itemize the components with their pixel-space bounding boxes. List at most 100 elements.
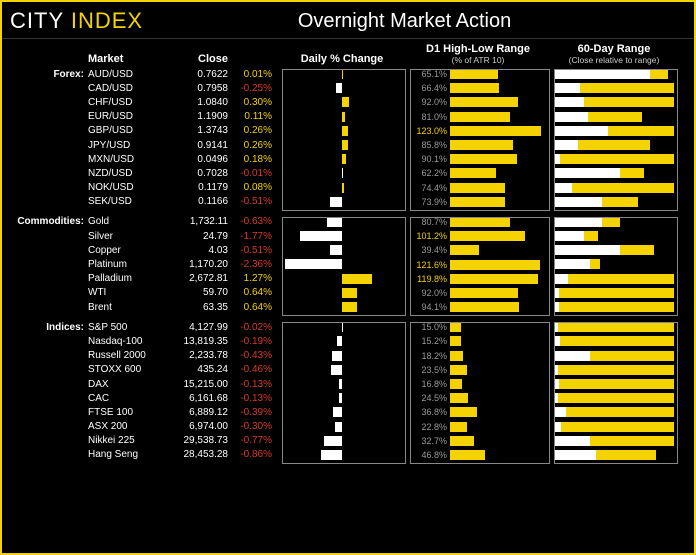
d1-bar [450, 379, 462, 389]
d1-bar-cell: 85.8% [406, 138, 550, 152]
close-value: 6,889.12 [166, 407, 228, 418]
daily-bar-cell [278, 229, 406, 243]
group-1: Commodities:Gold1,732.11-0.63%80.7%Silve… [8, 215, 688, 314]
category-label: Forex: [8, 69, 88, 80]
pct-change: -0.63% [228, 216, 278, 227]
d1-bar-cell: 90.1% [406, 152, 550, 166]
range60-high [590, 436, 674, 446]
daily-bar-cell [278, 195, 406, 209]
close-value: 0.7958 [166, 83, 228, 94]
range60-high [558, 365, 674, 375]
daily-bar-cell [278, 110, 406, 124]
daily-bar [342, 288, 357, 298]
close-value: 1.1909 [166, 111, 228, 122]
daily-bar [342, 126, 348, 136]
daily-bar-cell [278, 81, 406, 95]
range60-cell [550, 300, 678, 314]
table-row: Nikkei 22529,538.73-0.77%32.7% [8, 434, 688, 448]
range60-low [554, 231, 584, 241]
market-name: DAX [88, 379, 166, 390]
range60-low [554, 450, 596, 460]
close-value: 6,974.00 [166, 421, 228, 432]
range60-cell [550, 152, 678, 166]
d1-label: 123.0% [410, 126, 450, 136]
d1-bar-cell: 74.4% [406, 181, 550, 195]
daily-bar-cell [278, 300, 406, 314]
range60-low [554, 422, 561, 432]
range60-cell [550, 195, 678, 209]
market-name: Palladium [88, 273, 166, 284]
d1-label: 92.0% [410, 97, 450, 107]
d1-label: 24.5% [410, 393, 450, 403]
range60-high [560, 154, 674, 164]
range60-low [554, 217, 602, 227]
range60-low [554, 112, 588, 122]
pct-change: 0.11% [228, 111, 278, 122]
range60-low [554, 83, 580, 93]
range60-high [558, 322, 674, 332]
table-row: Palladium2,672.811.27%119.8% [8, 272, 688, 286]
d1-bar-cell: 22.8% [406, 420, 550, 434]
range60-high [620, 245, 654, 255]
range60-high [568, 274, 674, 284]
market-name: NZD/USD [88, 168, 166, 179]
d1-label: 23.5% [410, 365, 450, 375]
d1-bar-cell: 18.2% [406, 349, 550, 363]
market-name: CAD/USD [88, 83, 166, 94]
daily-bar [342, 274, 372, 284]
market-name: ASX 200 [88, 421, 166, 432]
close-value: 0.7028 [166, 168, 228, 179]
market-name: Hang Seng [88, 449, 166, 460]
d1-label: 121.6% [410, 260, 450, 270]
range60-high [608, 126, 674, 136]
d1-bar-cell: 94.1% [406, 300, 550, 314]
d1-label: 73.9% [410, 197, 450, 207]
range60-high [561, 422, 674, 432]
table-row: Silver24.79-1.77%101.2% [8, 229, 688, 243]
range60-high [590, 351, 674, 361]
d1-label: 15.2% [410, 336, 450, 346]
table-row: MXN/USD0.04960.18%90.1% [8, 152, 688, 166]
group-0: Forex:AUD/USD0.76220.01%65.1%CAD/USD0.79… [8, 67, 688, 209]
table-row: Russell 20002,233.78-0.43%18.2% [8, 349, 688, 363]
range60-high [559, 302, 674, 312]
d1-bar [450, 154, 517, 164]
daily-bar [332, 351, 342, 361]
daily-bar [330, 197, 342, 207]
d1-bar [450, 260, 540, 270]
daily-bar-cell [278, 448, 406, 462]
daily-bar [342, 154, 346, 164]
range60-high [584, 231, 598, 241]
range60-cell [550, 349, 678, 363]
market-name: Russell 2000 [88, 350, 166, 361]
d1-bar-cell: 80.7% [406, 215, 550, 229]
table-row: ASX 2006,974.00-0.30%22.8% [8, 420, 688, 434]
range60-low [554, 69, 650, 79]
d1-bar-cell: 62.2% [406, 166, 550, 180]
table-row: CAD/USD0.7958-0.25%66.4% [8, 81, 688, 95]
pct-change: 0.30% [228, 97, 278, 108]
range60-cell [550, 229, 678, 243]
daily-bar [342, 112, 345, 122]
pct-change: -0.13% [228, 379, 278, 390]
range60-high [580, 83, 674, 93]
table-row: EUR/USD1.19090.11%81.0% [8, 110, 688, 124]
d1-label: 119.8% [410, 274, 450, 284]
daily-bar [333, 407, 342, 417]
logo-city: CITY [10, 8, 64, 33]
close-value: 1,732.11 [166, 216, 228, 227]
pct-change: -0.46% [228, 364, 278, 375]
group-2: Indices:S&P 5004,127.99-0.02%15.0%Nasdaq… [8, 320, 688, 462]
daily-bar-cell [278, 67, 406, 81]
range60-high [602, 197, 638, 207]
d1-bar-cell: 81.0% [406, 110, 550, 124]
d1-bar-cell: 119.8% [406, 272, 550, 286]
daily-bar-cell [278, 286, 406, 300]
daily-bar [330, 245, 342, 255]
page-title: Overnight Market Action [123, 10, 686, 33]
range60-cell [550, 448, 678, 462]
range60-high [560, 336, 674, 346]
market-table: Market Close Daily % Change D1 High-Low … [2, 39, 694, 462]
table-row: CAC6,161.68-0.13%24.5% [8, 391, 688, 405]
market-name: Copper [88, 245, 166, 256]
